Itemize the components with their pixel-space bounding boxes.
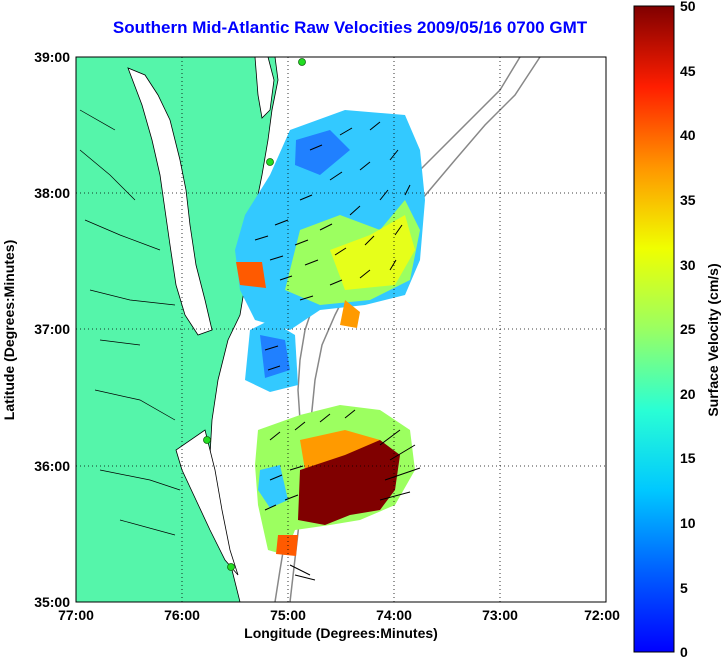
- station-marker: [227, 563, 235, 571]
- x-tick-label: 75:00: [270, 607, 306, 623]
- colorbar-gradient: [633, 5, 675, 653]
- y-tick-label: 38:00: [34, 185, 70, 201]
- colorbar-label: Surface Velocity (cm/s): [705, 263, 721, 416]
- velocity-field-south: [255, 405, 421, 581]
- colorbar-tick: 30: [680, 257, 696, 273]
- x-tick-label: 73:00: [482, 607, 518, 623]
- y-axis-label: Latitude (Degrees:Minutes): [1, 240, 17, 420]
- y-tick-label: 36:00: [34, 458, 70, 474]
- colorbar-tick: 20: [680, 386, 696, 402]
- chesapeake-bay: [127, 67, 213, 336]
- colorbar-tick: 5: [680, 580, 688, 596]
- y-axis: 39:00 38:00 37:00 36:00 35:00 Latitude (…: [1, 49, 70, 610]
- pamlico-sound: [175, 429, 239, 576]
- colorbar-tick: 0: [680, 644, 688, 659]
- y-tick-label: 37:00: [34, 321, 70, 337]
- station-marker: [203, 436, 211, 444]
- x-tick-label: 72:00: [584, 607, 620, 623]
- x-axis: 77:00 76:00 75:00 74:00 73:00 72:00 Long…: [58, 607, 620, 641]
- y-tick-label: 35:00: [34, 594, 70, 610]
- plot-frame: [75, 56, 607, 603]
- colorbar: 50 45 40 35 30 25 20 15 10 5 0 Surface V…: [633, 0, 721, 659]
- x-tick-label: 77:00: [58, 607, 94, 623]
- colorbar-tick: 45: [680, 63, 696, 79]
- colorbar-tick: 10: [680, 515, 696, 531]
- station-markers: [203, 58, 306, 571]
- colorbar-tick: 40: [680, 127, 696, 143]
- colorbar-tick: 50: [680, 0, 696, 14]
- colorbar-tick: 25: [680, 321, 696, 337]
- x-tick-label: 76:00: [164, 607, 200, 623]
- delaware-bay: [254, 57, 275, 119]
- station-marker: [266, 158, 274, 166]
- x-axis-label: Longitude (Degrees:Minutes): [244, 625, 438, 641]
- station-marker: [298, 58, 306, 66]
- grid-lines: [76, 57, 606, 602]
- rivers: [79, 109, 181, 536]
- colorbar-tick: 15: [680, 450, 696, 466]
- x-tick-label: 74:00: [376, 607, 412, 623]
- y-tick-label: 39:00: [34, 49, 70, 65]
- colorbar-tick: 35: [680, 192, 696, 208]
- map-title: Southern Mid-Atlantic Raw Velocities 200…: [112, 18, 588, 37]
